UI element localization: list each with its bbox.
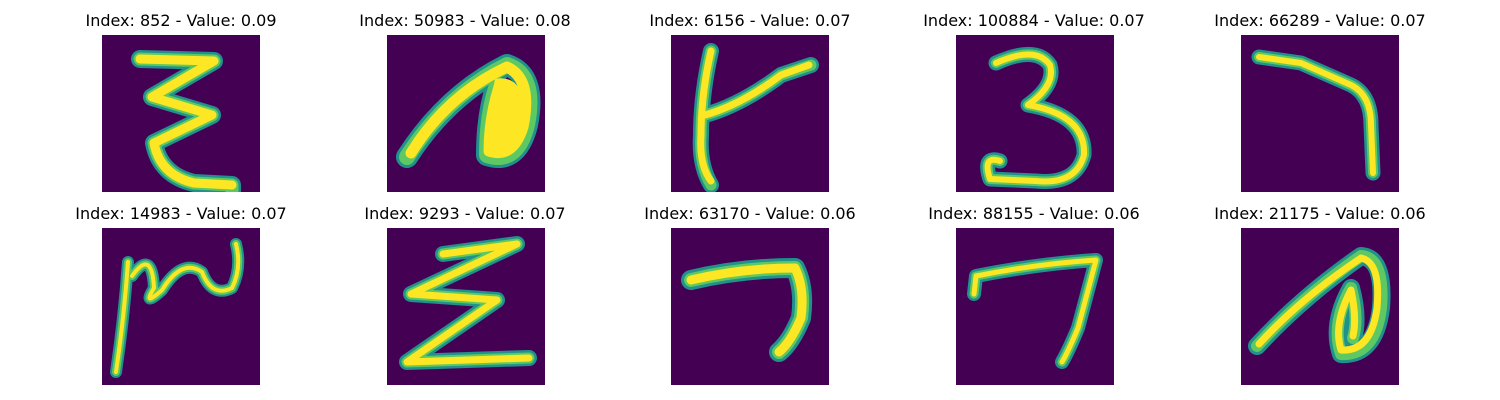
digit-image-2 (387, 35, 545, 192)
panel-title-5: Index: 66289 - Value: 0.07 (1214, 11, 1426, 30)
digit-image-7 (387, 228, 545, 385)
digit-image-10 (1241, 228, 1399, 385)
handwritten-glyph-9 (967, 253, 1103, 369)
handwritten-glyph-4 (980, 47, 1092, 189)
digit-image-8 (671, 228, 829, 385)
handwritten-glyph-3 (692, 43, 819, 192)
digit-image-6 (102, 228, 260, 385)
handwritten-glyph-6 (110, 238, 245, 378)
panel-title-2: Index: 50983 - Value: 0.08 (359, 11, 571, 30)
panel-title-8: Index: 63170 - Value: 0.06 (644, 204, 856, 223)
handwritten-glyph-1 (131, 50, 241, 192)
panel-title-4: Index: 100884 - Value: 0.07 (923, 11, 1145, 30)
digit-image-5 (1241, 35, 1399, 192)
handwritten-glyph-2 (396, 54, 541, 168)
panel-title-7: Index: 9293 - Value: 0.07 (364, 204, 566, 223)
panel-title-3: Index: 6156 - Value: 0.07 (649, 11, 851, 30)
panel-title-10: Index: 21175 - Value: 0.06 (1214, 204, 1426, 223)
panel-title-9: Index: 88155 - Value: 0.06 (928, 204, 1140, 223)
digit-image-1 (102, 35, 260, 192)
handwritten-glyph-10 (1248, 247, 1391, 364)
digit-image-3 (671, 35, 829, 192)
handwritten-glyph-5 (1251, 49, 1381, 181)
panel-title-1: Index: 852 - Value: 0.09 (85, 11, 277, 30)
panel-title-6: Index: 14983 - Value: 0.07 (75, 204, 287, 223)
digit-image-9 (956, 228, 1114, 385)
handwritten-glyph-7 (399, 236, 537, 370)
digit-image-4 (956, 35, 1114, 192)
handwritten-glyph-8 (681, 258, 813, 362)
